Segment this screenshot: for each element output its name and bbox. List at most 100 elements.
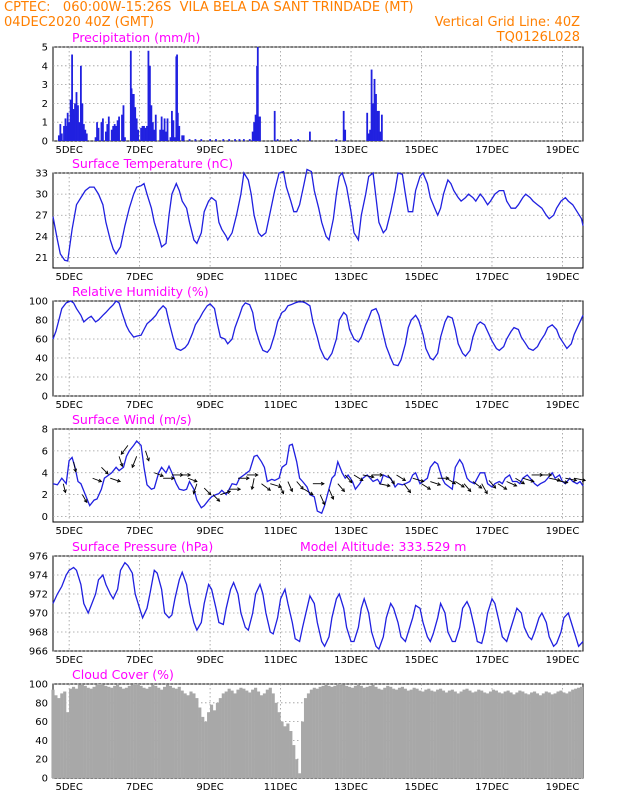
panel-5: 5DEC 7DEC 9DEC 11DEC 13DEC 15DEC 17DEC 19DEC 966… (29, 539, 584, 666)
wind-arrow (237, 476, 250, 481)
wind-arrow (378, 483, 391, 488)
wind-arrow (212, 494, 221, 502)
y-tick-label: 4 (42, 468, 48, 479)
cloud-bar (86, 687, 90, 778)
wind-arrow (556, 479, 569, 485)
wind-arrow-shaft (81, 494, 88, 503)
cloud-bar (69, 688, 73, 778)
precip-bar (215, 139, 217, 141)
cloud-bar (321, 685, 325, 778)
precip-bar (59, 124, 62, 141)
wind-arrow-shaft (387, 474, 395, 485)
precip-bar (77, 105, 79, 141)
cloud-bar (98, 684, 102, 778)
cloud-bar (374, 686, 378, 778)
cloud-bar (209, 704, 214, 778)
wind-arrow-head (250, 486, 255, 491)
cloud-bar (345, 685, 349, 778)
cloud-bar (459, 691, 463, 778)
cloud-bar (532, 691, 537, 778)
wind-arrow-shaft (472, 481, 482, 489)
cloud-bar (274, 702, 278, 778)
wind-arrow-shaft (193, 483, 198, 494)
precip-bar (112, 125, 115, 141)
cloud-bar (230, 690, 234, 778)
wind-arrow-shaft (145, 450, 150, 461)
cloud-bar (380, 689, 384, 778)
precip-bar (153, 129, 156, 141)
cloud-bar (286, 723, 290, 778)
wind-arrow-head (445, 476, 450, 481)
precip-bar (182, 135, 185, 141)
precip-bar (378, 110, 380, 141)
precip-bar (209, 139, 211, 141)
cloud-bar (500, 693, 504, 778)
x-tick-label: 15DEC (405, 145, 439, 156)
precip-bar (248, 139, 251, 141)
wind-arrow (261, 483, 272, 491)
precip-bar (238, 139, 241, 141)
precip-bar (75, 92, 78, 141)
cloud-bar (66, 712, 70, 778)
x-tick-label: 7DEC (126, 400, 153, 411)
wind-arrow-head (359, 477, 364, 482)
x-tick-label: 15DEC (405, 782, 439, 793)
cloud-bar (301, 721, 305, 778)
cloud-bar (195, 698, 199, 778)
wind-arrow-shaft (62, 483, 66, 493)
y-tick-label: 20 (35, 755, 48, 766)
cloud-bar (577, 687, 581, 778)
cloud-bar (168, 685, 173, 778)
wind-arrow-head (478, 485, 483, 489)
cloud-bar (371, 684, 375, 778)
precip-bar (169, 137, 172, 141)
wind-arrow-shaft (412, 477, 424, 482)
precip-bar (366, 112, 369, 141)
precip-bar (181, 135, 184, 141)
cloud-bar (453, 691, 457, 778)
precip-bar (380, 114, 383, 141)
cloud-bar (265, 689, 269, 778)
x-tick-label: 5DEC (55, 782, 82, 793)
cloud-bar (342, 684, 346, 778)
wind-arrow-shaft (212, 494, 220, 502)
x-tick-label: 13DEC (334, 145, 368, 156)
wind-arrow-head (267, 487, 272, 491)
y-tick-label: 40 (35, 736, 48, 747)
cloud-bar (303, 698, 308, 778)
wind-arrow-shaft (481, 483, 488, 494)
wind-arrow (131, 456, 138, 469)
precip-bar (115, 125, 118, 141)
wind-arrow-head (427, 486, 432, 490)
cloud-bar (527, 694, 531, 778)
wind-arrow-shaft (270, 483, 282, 488)
precip-bar (369, 129, 372, 141)
cloud-bar (562, 692, 566, 778)
wind-arrow-head (402, 477, 407, 482)
precip-bar (100, 122, 103, 141)
cloud-bar (283, 726, 287, 778)
cloud-bar (136, 684, 140, 778)
cloud-bar (215, 702, 220, 778)
panel-2: 5DEC 7DEC 9DEC 11DEC 13DEC 15DEC 17DEC 19DEC 21 2… (35, 156, 584, 283)
cloud-bar (165, 684, 170, 778)
cloud-bar (486, 693, 490, 778)
wind-arrow (446, 477, 457, 485)
wind-arrow-shaft (287, 481, 293, 492)
wind-arrow (303, 488, 314, 496)
cloud-bar (207, 712, 211, 778)
x-tick-label: 19DEC (546, 782, 580, 793)
wind-arrow-head (437, 482, 442, 486)
cloud-bar (512, 694, 516, 778)
x-tick-label: 7DEC (126, 272, 153, 283)
precip-bar (135, 118, 138, 141)
wind-arrow-head (460, 483, 465, 488)
precip-bar (143, 125, 145, 141)
precip-bar (134, 107, 137, 141)
y-tick-label: 33 (35, 169, 48, 180)
precip-bar (137, 129, 140, 141)
cloud-bar (116, 684, 120, 778)
cloud-bar (298, 773, 302, 778)
precip-bar (160, 116, 163, 141)
cloud-bar (221, 693, 225, 778)
